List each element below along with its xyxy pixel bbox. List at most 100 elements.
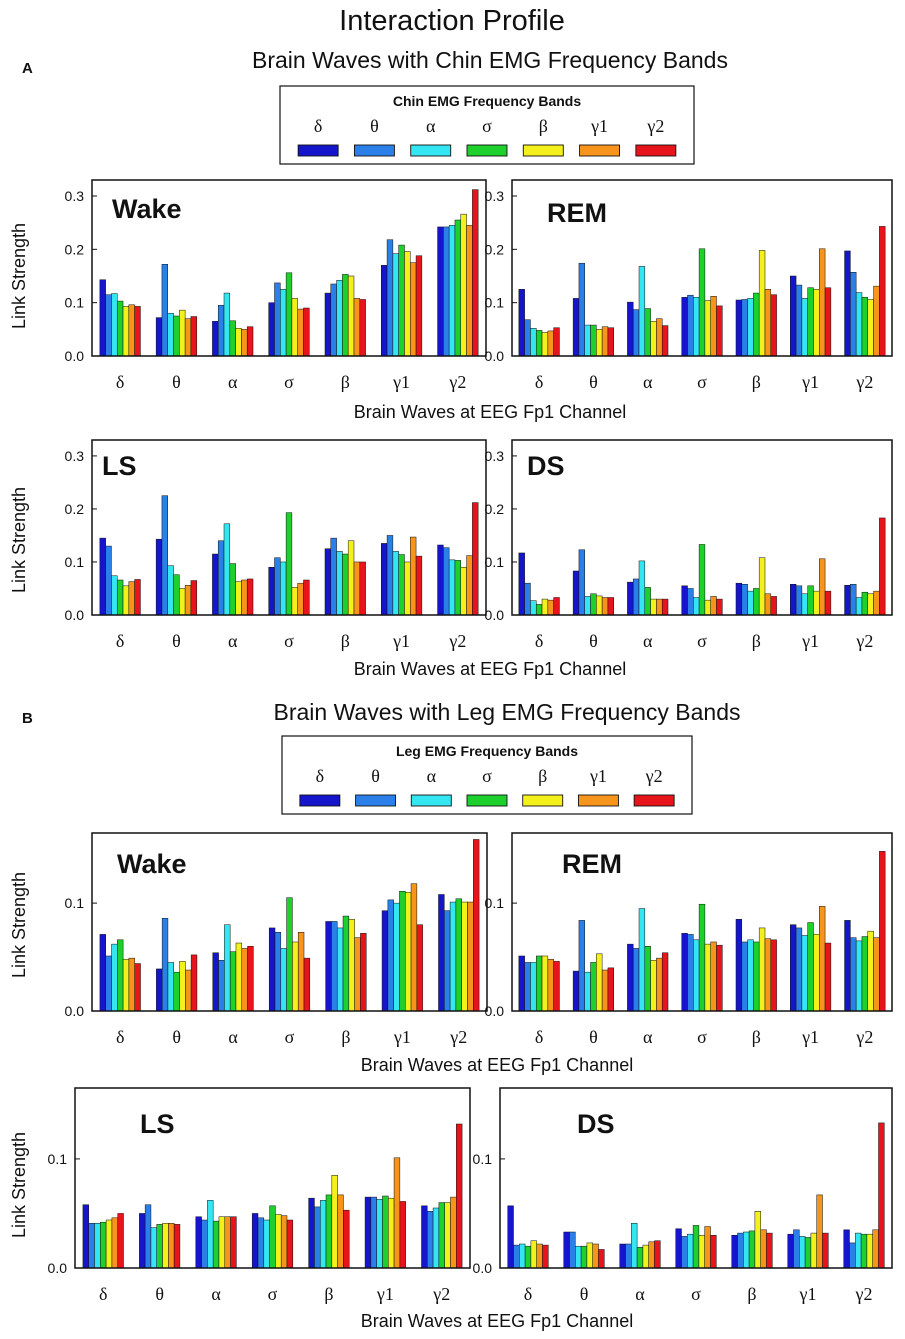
bar [598, 1249, 605, 1269]
y-tick-label: 0.3 [485, 448, 505, 464]
bar [330, 283, 337, 357]
bar [336, 551, 343, 616]
bar [173, 971, 180, 1012]
bar [454, 219, 462, 357]
chart-b-ds: δ θ α σ β γ1 γ2 0.0 0.1 DS [473, 1087, 893, 1304]
bar [530, 328, 537, 357]
bar [343, 1209, 350, 1269]
bar [795, 927, 803, 1012]
bar [257, 1217, 265, 1269]
x-tick-label: σ [284, 631, 294, 651]
y-tick-label: 0.2 [65, 501, 85, 517]
bar [681, 297, 688, 357]
bar [627, 943, 634, 1012]
legend-label: β [539, 116, 548, 136]
bar [291, 298, 298, 357]
bar [824, 590, 832, 616]
x-tick-label: δ [99, 1284, 107, 1304]
bar [519, 1243, 526, 1269]
bar [438, 894, 445, 1012]
bar [235, 942, 243, 1012]
plot-frame [511, 832, 893, 1012]
legend-label: σ [482, 766, 492, 786]
bar [819, 906, 826, 1012]
x-tick-label: γ1 [393, 1027, 411, 1047]
bar [592, 1243, 599, 1269]
bar [444, 1202, 451, 1269]
bar [122, 306, 130, 357]
bar [230, 1216, 237, 1269]
bar [111, 943, 118, 1012]
bar [572, 570, 580, 616]
x-tick-label: β [324, 1284, 333, 1304]
bar [632, 948, 640, 1012]
bar [444, 910, 451, 1012]
bar [758, 557, 766, 616]
plot-frame [499, 1087, 893, 1269]
bar [122, 585, 130, 616]
bar [167, 962, 174, 1012]
bar [710, 941, 717, 1012]
bar [861, 297, 869, 357]
bar [770, 294, 777, 357]
bar [586, 1242, 593, 1269]
legend-swatch [466, 144, 508, 157]
bar [681, 585, 688, 616]
bar [448, 559, 456, 616]
bar [801, 298, 808, 357]
bar [415, 555, 423, 616]
x-tick-label: δ [535, 1027, 543, 1047]
bar [867, 593, 874, 616]
bar [748, 1230, 756, 1269]
bar [627, 581, 634, 616]
legend-swatch [633, 794, 675, 807]
bar [675, 1228, 682, 1269]
bar [134, 579, 141, 616]
plot-frame [74, 1087, 471, 1269]
bar [741, 583, 748, 616]
legend-swatch [299, 794, 341, 807]
y-tick-label: 0.1 [65, 554, 85, 570]
bar [308, 1197, 315, 1269]
x-tick-label: γ2 [448, 631, 466, 651]
bar [280, 289, 287, 357]
x-tick-label: α [228, 372, 238, 392]
bar [217, 540, 225, 616]
x-tick-label: β [752, 631, 761, 651]
bar [866, 1233, 873, 1269]
bar [94, 1223, 101, 1269]
bar [801, 935, 808, 1012]
bar [246, 578, 254, 616]
bar [246, 326, 254, 357]
bar [716, 305, 723, 357]
bar [807, 922, 814, 1012]
bar [274, 282, 281, 357]
bar [824, 287, 832, 357]
bar [578, 262, 585, 357]
bar [855, 292, 863, 357]
panel-a-subtitle: Brain Waves with Chin EMG Frequency Band… [252, 47, 728, 73]
bar [354, 937, 361, 1012]
plot-frame [91, 832, 488, 1012]
bar [359, 561, 366, 616]
bar [607, 967, 614, 1012]
bar [173, 1224, 181, 1269]
bar [268, 927, 276, 1012]
bar [580, 1245, 588, 1269]
x-tick-label: γ1 [801, 372, 819, 392]
bar [855, 1232, 862, 1269]
bar [122, 958, 130, 1012]
bar [681, 1236, 688, 1269]
bar [758, 250, 766, 357]
legend-swatch [355, 794, 397, 807]
bar [793, 1229, 800, 1269]
y-tick-label: 0.1 [65, 895, 85, 911]
bar [280, 1215, 288, 1269]
bar [116, 579, 124, 616]
bar [850, 583, 857, 616]
x-tick-label: δ [116, 631, 124, 651]
bar [541, 598, 549, 616]
bar [229, 951, 237, 1012]
bar [843, 1229, 850, 1269]
y-tick-label: 0.0 [48, 1260, 68, 1276]
